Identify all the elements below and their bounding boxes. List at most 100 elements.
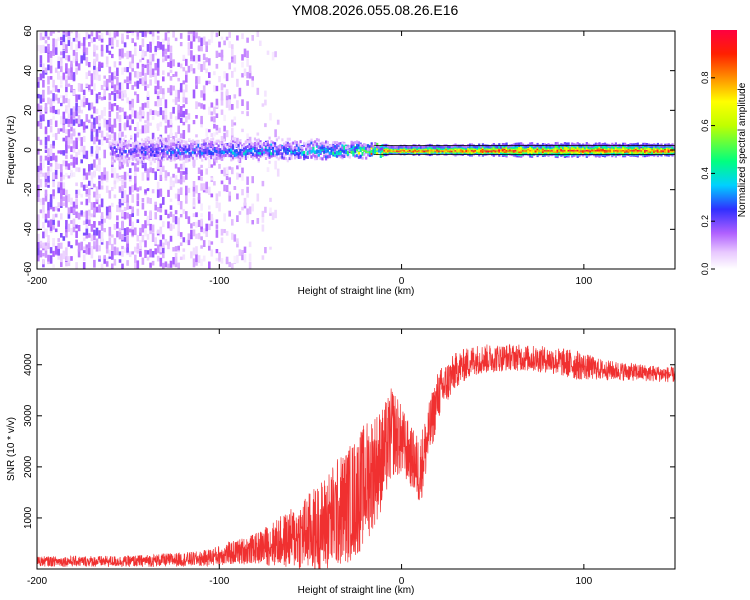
- heatmap-cell: [251, 176, 254, 184]
- heatmap-cell: [228, 194, 231, 202]
- spectrogram-x-ticks: -200 -100 0 100: [27, 31, 593, 287]
- heatmap-cell: [137, 144, 140, 148]
- heatmap-cell: [269, 113, 272, 121]
- heatmap-cell: [208, 261, 211, 269]
- heatmap-cell: [39, 250, 43, 258]
- heatmap-cell: [120, 152, 124, 156]
- heatmap-cell: [126, 201, 129, 210]
- heatmap-cell: [155, 150, 158, 154]
- heatmap-cell: [103, 149, 106, 159]
- heatmap-cell: [103, 228, 106, 233]
- heatmap-cell: [75, 67, 78, 75]
- heatmap-cell: [175, 139, 178, 143]
- heatmap-cell: [57, 109, 60, 115]
- heatmap-cell: [123, 52, 127, 57]
- heatmap-cell: [276, 168, 280, 177]
- heatmap-cell: [177, 110, 180, 120]
- heatmap-cell: [186, 145, 189, 148]
- heatmap-cell: [255, 153, 258, 157]
- heatmap-cell: [149, 262, 152, 268]
- heatmap-cell: [345, 146, 348, 149]
- heatmap-cell: [65, 79, 68, 87]
- heatmap-cell: [88, 34, 91, 39]
- heatmap-cell: [193, 140, 196, 144]
- heatmap-cell: [151, 115, 155, 120]
- heatmap-cell: [208, 223, 211, 230]
- heatmap-cell: [237, 158, 240, 162]
- heatmap-cell: [118, 202, 122, 208]
- heatmap-cell: [161, 142, 164, 146]
- heatmap-cell: [219, 155, 222, 159]
- heatmap-cell: [226, 146, 229, 149]
- heatmap-cell: [531, 154, 534, 158]
- heatmap-cell: [162, 197, 165, 205]
- heatmap-cell: [39, 115, 43, 122]
- heatmap-cell: [162, 88, 165, 95]
- heatmap-cell: [118, 207, 122, 213]
- heatmap-cell: [250, 149, 253, 153]
- heatmap-cell: [146, 95, 150, 101]
- heatmap-cell: [95, 150, 99, 159]
- heatmap-cell: [52, 44, 55, 54]
- heatmap-cell: [295, 141, 298, 145]
- snr-series-line: [37, 343, 675, 569]
- heatmap-cell: [95, 193, 99, 200]
- heatmap-cell: [339, 152, 342, 156]
- heatmap-cell: [241, 99, 244, 106]
- heatmap-cell: [105, 119, 109, 125]
- heatmap-cell: [220, 91, 224, 101]
- heatmap-cell: [341, 144, 344, 148]
- heatmap-cell: [215, 146, 218, 150]
- heatmap-cell: [44, 194, 48, 202]
- heatmap-cell: [279, 148, 282, 152]
- heatmap-cell: [220, 169, 224, 174]
- heatmap-cell: [277, 145, 280, 149]
- colorbar-tick-label: 0.4: [700, 167, 710, 180]
- heatmap-cell: [217, 144, 220, 148]
- heatmap-cell: [131, 157, 134, 161]
- heatmap-cell: [126, 120, 129, 128]
- heatmap-cell: [121, 184, 124, 192]
- heatmap-cell: [65, 164, 68, 170]
- heatmap-cell: [105, 185, 109, 193]
- heatmap-cell: [82, 184, 86, 191]
- heatmap-cell: [39, 162, 43, 171]
- heatmap-cell: [75, 193, 78, 199]
- heatmap-cell: [116, 230, 119, 238]
- heatmap-cell: [202, 146, 206, 149]
- heatmap-cell: [246, 111, 249, 117]
- heatmap-cell: [60, 253, 63, 263]
- heatmap-cell: [361, 148, 364, 151]
- heatmap-cell: [228, 191, 231, 196]
- heatmap-cell: [376, 152, 379, 156]
- heatmap-cell: [159, 207, 163, 213]
- heatmap-cell: [193, 151, 196, 155]
- heatmap-cell: [228, 148, 231, 152]
- heatmap-cell: [399, 144, 402, 148]
- heatmap-cell: [299, 155, 302, 159]
- heatmap-cell: [190, 143, 193, 147]
- heatmap-cell: [423, 145, 426, 149]
- heatmap-cell: [156, 141, 160, 146]
- heatmap-cell: [154, 63, 157, 71]
- heatmap-cell: [308, 151, 311, 155]
- heatmap-cell: [195, 246, 198, 255]
- heatmap-cell: [111, 37, 114, 46]
- heatmap-cell: [154, 237, 157, 245]
- heatmap-cell: [118, 55, 122, 61]
- heatmap-cell: [67, 137, 71, 145]
- heatmap-cell: [157, 146, 160, 150]
- heatmap-cell: [72, 37, 76, 42]
- heatmap-cell: [185, 173, 188, 180]
- heatmap-cell: [113, 84, 117, 93]
- heatmap-cell: [141, 52, 145, 58]
- heatmap-cell: [137, 157, 140, 161]
- heatmap-cell: [44, 181, 48, 188]
- heatmap-cell: [248, 140, 251, 144]
- heatmap-cell: [205, 68, 208, 74]
- heatmap-cell: [54, 85, 58, 92]
- heatmap-cell: [146, 148, 149, 152]
- heatmap-cell: [174, 256, 178, 264]
- heatmap-cell: [155, 147, 158, 151]
- heatmap-cell: [49, 65, 53, 74]
